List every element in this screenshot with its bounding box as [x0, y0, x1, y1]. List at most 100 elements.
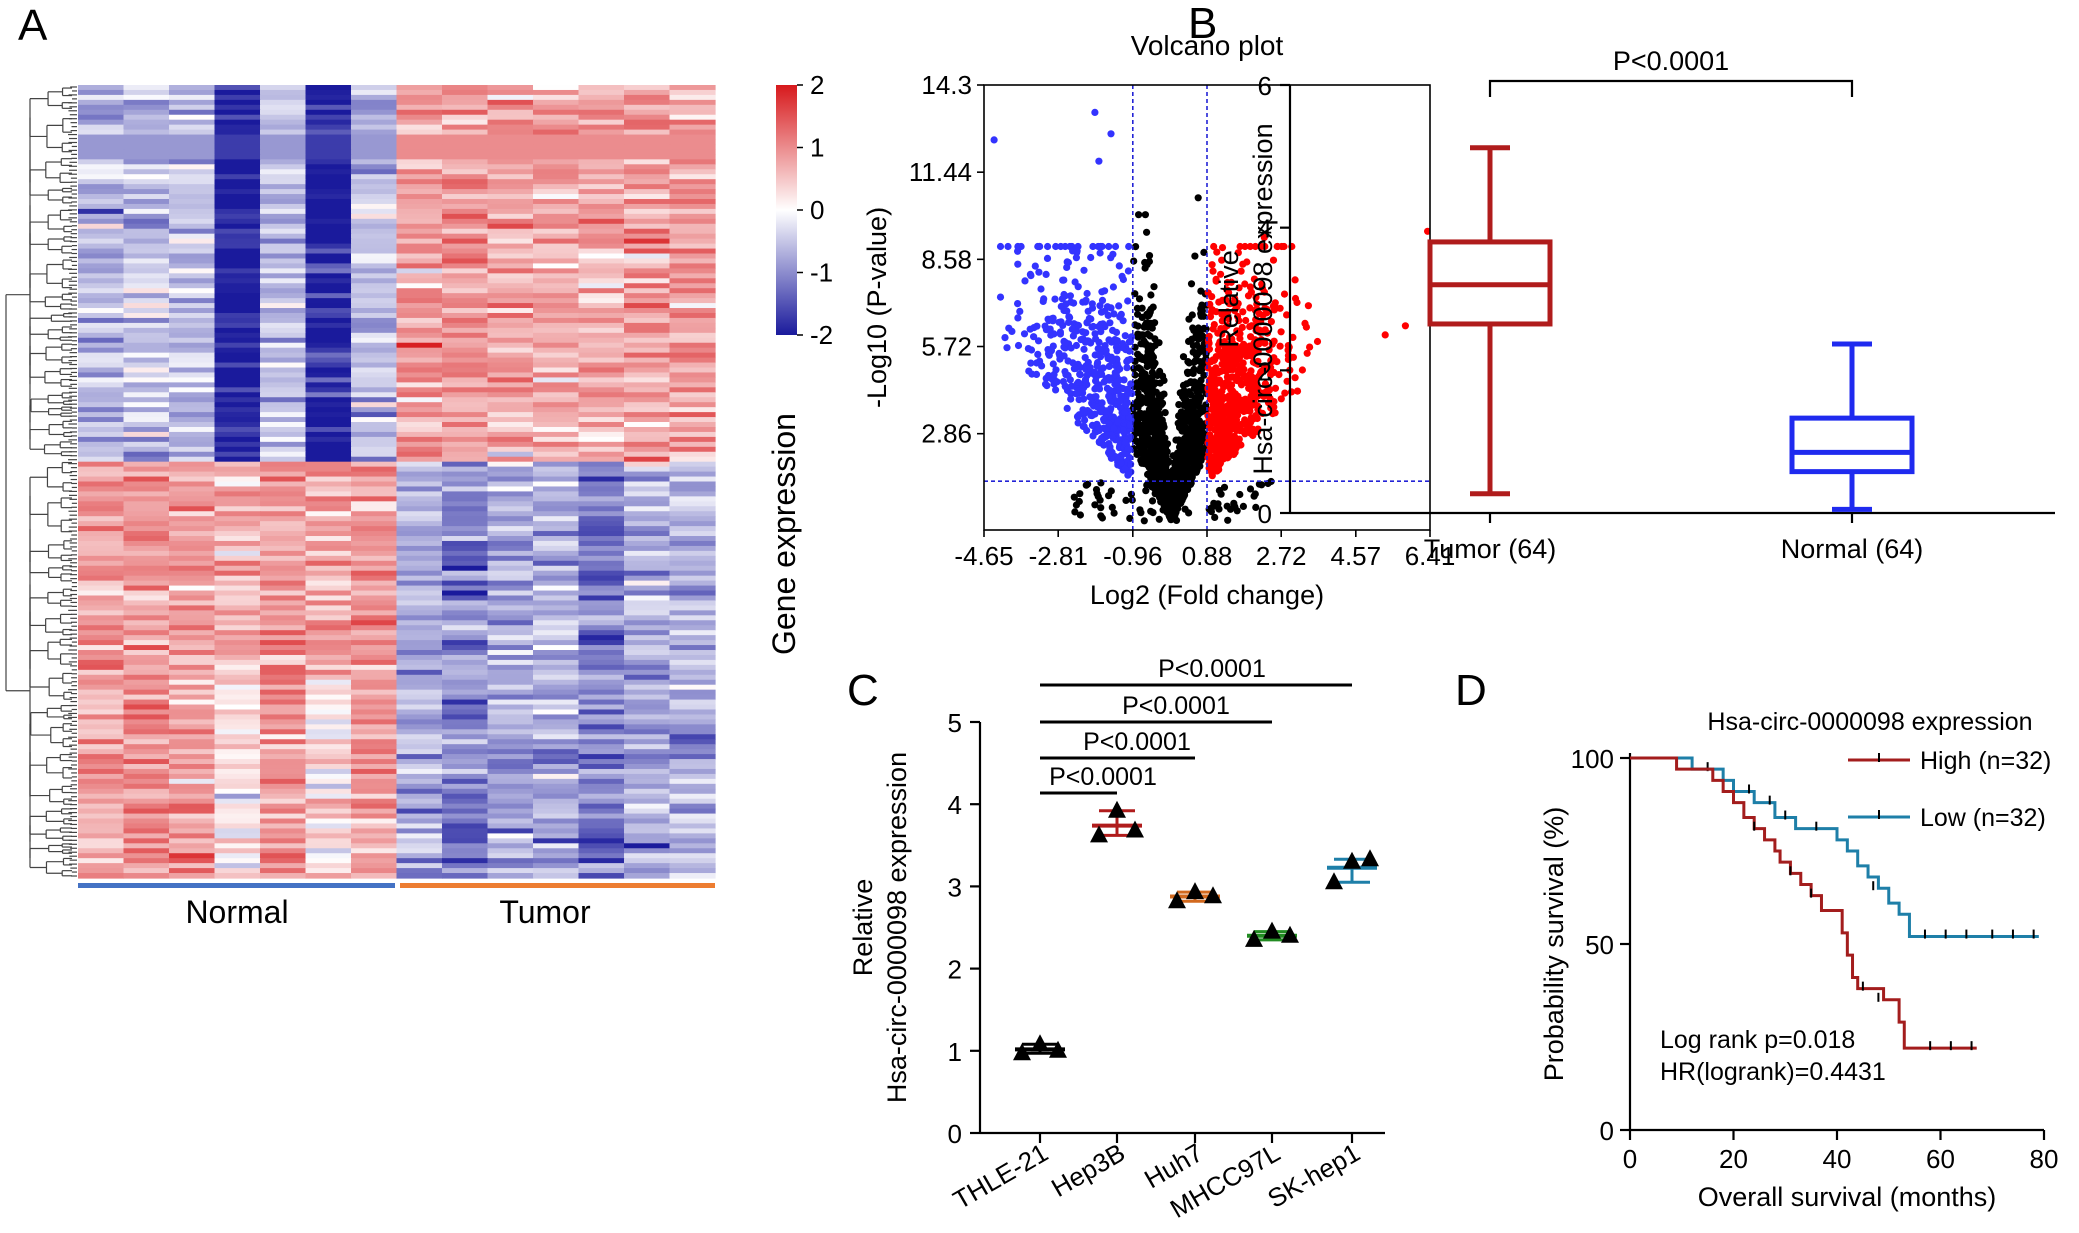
heatmap-cell	[487, 342, 534, 349]
heatmap-cell	[487, 99, 534, 106]
heatmap-cell	[78, 848, 125, 854]
heatmap-cell	[351, 491, 398, 497]
heatmap-cell	[624, 407, 671, 413]
heatmap-cell	[214, 327, 261, 334]
volcano-point	[1115, 262, 1123, 270]
volcano-point	[1124, 297, 1132, 305]
heatmap-cell	[260, 476, 307, 483]
heatmap-cell	[624, 218, 671, 225]
heatmap-cell	[533, 560, 580, 567]
volcano-point	[1098, 399, 1106, 407]
heatmap-cell	[396, 308, 443, 314]
heatmap-cell	[578, 496, 625, 502]
heatmap-cell	[669, 585, 716, 592]
heatmap-cell	[442, 793, 489, 800]
volcano-point	[1218, 310, 1226, 318]
heatmap-cell	[669, 645, 716, 651]
heatmap-cell	[169, 575, 216, 582]
volcano-point	[1081, 416, 1089, 424]
heatmap-cell	[669, 149, 716, 155]
heatmap-cell	[442, 531, 489, 537]
heatmap-cell	[78, 615, 125, 621]
heatmap-cell	[305, 228, 352, 235]
heatmap-cell	[351, 382, 398, 388]
volcano-point	[1155, 416, 1163, 424]
heatmap-cell	[442, 451, 489, 458]
volcano-point	[1087, 253, 1095, 262]
heatmap-cell	[578, 248, 625, 255]
heatmap-cell	[442, 139, 489, 146]
heatmap-cell	[624, 590, 671, 597]
heatmap-cell	[123, 174, 170, 180]
heatmap-cell	[624, 169, 671, 175]
heatmap-cell	[669, 570, 716, 577]
heatmap-cell	[78, 585, 125, 592]
volcano-point	[1198, 301, 1206, 309]
heatmap-cell	[351, 645, 398, 651]
heatmap-cell	[396, 154, 443, 160]
heatmap-cell	[624, 382, 671, 388]
heatmap-cell	[624, 317, 671, 324]
heatmap-cell	[487, 853, 534, 859]
heatmap-cell	[396, 347, 443, 354]
heatmap-cell	[396, 511, 443, 517]
heatmap-cell	[78, 580, 125, 587]
heatmap-cell	[533, 149, 580, 155]
heatmap-cell	[533, 764, 580, 770]
volcano-point	[1218, 330, 1226, 338]
heatmap-cell	[169, 436, 216, 443]
volcano-point	[1212, 277, 1220, 285]
heatmap-cell	[351, 744, 398, 750]
heatmap-cell	[305, 511, 352, 517]
heatmap-cell	[578, 129, 625, 136]
heatmap-cell	[624, 263, 671, 269]
heatmap-cell	[669, 555, 716, 562]
heatmap-cell	[487, 431, 534, 438]
heatmap-cell	[624, 327, 671, 334]
heatmap-cell	[578, 362, 625, 369]
heatmap-cell	[442, 650, 489, 656]
heatmap-cell	[624, 149, 671, 155]
heatmap-cell	[214, 808, 261, 815]
heatmap-cell	[487, 481, 534, 488]
heatmap-cell	[487, 724, 534, 730]
heatmap-cell	[396, 773, 443, 780]
heatmap-cell	[351, 327, 398, 334]
heatmap-cell	[442, 496, 489, 502]
heatmap-cell	[442, 868, 489, 874]
heatmap-cell	[351, 694, 398, 701]
heatmap-cell	[214, 481, 261, 488]
heatmap-cell	[123, 873, 170, 879]
heatmap-cell	[305, 104, 352, 111]
heatmap-cell	[169, 129, 216, 136]
heatmap-cell	[442, 208, 489, 215]
heatmap-cell	[578, 709, 625, 716]
heatmap-cell	[396, 119, 443, 126]
heatmap-cell	[669, 605, 716, 611]
volcano-point	[1113, 378, 1121, 386]
heatmap-cell	[533, 873, 580, 879]
heatmap-cell	[351, 575, 398, 582]
heatmap-cell	[78, 124, 125, 131]
heatmap-cell	[305, 635, 352, 641]
volcano-point	[1099, 364, 1107, 372]
heatmap-cell	[169, 164, 216, 170]
heatmap-cell	[214, 560, 261, 567]
heatmap-cell	[260, 788, 307, 795]
heatmap-cell	[533, 610, 580, 616]
volcano-point	[1144, 456, 1152, 465]
heatmap-cell	[578, 868, 625, 874]
volcano-point	[1025, 367, 1033, 375]
heatmap-cell	[260, 208, 307, 215]
heatmap-cell	[123, 635, 170, 641]
heatmap-cell	[487, 238, 534, 245]
heatmap-cell	[351, 139, 398, 146]
heatmap-cell	[624, 516, 671, 522]
volcano-point	[1106, 319, 1114, 327]
heatmap-cell	[487, 89, 534, 96]
volcano-point	[1193, 388, 1201, 396]
heatmap-cell	[123, 268, 170, 274]
heatmap-cell	[305, 431, 352, 438]
heatmap-cell	[578, 739, 625, 745]
heatmap-cell	[396, 486, 443, 493]
